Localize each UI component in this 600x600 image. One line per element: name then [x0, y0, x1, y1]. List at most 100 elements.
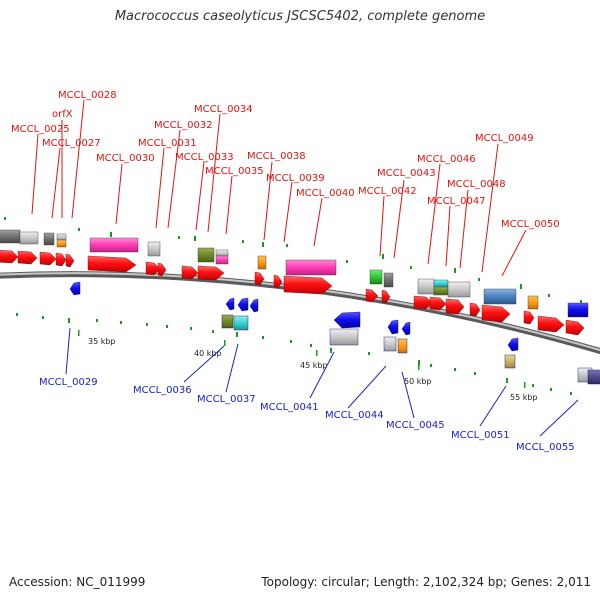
forward-cds-arrow[interactable] — [445, 298, 465, 315]
reverse-cds-arrow[interactable] — [333, 311, 361, 329]
feature-track-outer — [0, 229, 589, 318]
feature-box-green[interactable] — [369, 269, 383, 285]
reverse-cds-arrow[interactable] — [249, 298, 259, 313]
feature-box-gray[interactable] — [56, 233, 67, 241]
gene-label-mccl-0037[interactable]: MCCL_0037 — [197, 394, 256, 405]
feature-box-dark[interactable] — [43, 232, 55, 246]
gene-label-mccl-0034[interactable]: MCCL_0034 — [194, 104, 253, 115]
gene-label-mccl-0048[interactable]: MCCL_0048 — [447, 179, 506, 190]
forward-cds-arrow[interactable] — [145, 261, 161, 276]
ruler-tick-45kbp — [316, 350, 318, 356]
forward-cds-arrow[interactable] — [17, 250, 38, 265]
leader-lines-forward — [31, 99, 527, 277]
feature-box-gray[interactable] — [215, 249, 229, 257]
forward-cds-arrow[interactable] — [197, 265, 225, 281]
forward-cds-arrow[interactable] — [283, 275, 333, 295]
feature-box-magenta[interactable] — [89, 237, 139, 253]
feature-box-steel-blue[interactable] — [483, 288, 517, 305]
forward-cds-arrow[interactable] — [429, 296, 447, 311]
forward-cds-arrow[interactable] — [55, 252, 67, 267]
ruler-ticks: 35 kbp 40 kbp 45 kbp 50 kbp 55 kbp — [78, 330, 538, 402]
gene-label-orfx[interactable]: orfX — [52, 109, 73, 120]
feature-box-orange[interactable] — [257, 255, 267, 270]
gene-label-mccl-0044[interactable]: MCCL_0044 — [325, 410, 384, 421]
gene-label-mccl-0028[interactable]: MCCL_0028 — [58, 90, 117, 101]
gene-label-mccl-0041[interactable]: MCCL_0041 — [260, 402, 319, 413]
feature-box-olive[interactable] — [221, 314, 234, 329]
feature-box-cyan[interactable] — [233, 315, 249, 331]
gene-label-mccl-0045[interactable]: MCCL_0045 — [386, 420, 445, 431]
forward-cds-arrow[interactable] — [469, 302, 481, 317]
reverse-cds-arrow[interactable] — [507, 337, 519, 352]
gene-label-mccl-0050[interactable]: MCCL_0050 — [501, 219, 560, 230]
forward-cds-arrow[interactable] — [157, 262, 167, 277]
forward-cds-track — [0, 250, 585, 336]
gene-label-mccl-0049[interactable]: MCCL_0049 — [475, 133, 534, 144]
feature-box-blue[interactable] — [567, 302, 589, 318]
forward-cds-arrow[interactable] — [413, 295, 433, 310]
gene-label-mccl-0025[interactable]: MCCL_0025 — [11, 124, 70, 135]
feature-box-gray[interactable] — [147, 241, 161, 257]
feature-box-olive[interactable] — [433, 286, 449, 296]
feature-box-gray[interactable] — [447, 281, 471, 298]
ruler-tick-50kbp — [418, 364, 420, 370]
feature-box-gray[interactable] — [329, 328, 359, 346]
forward-cds-arrow[interactable] — [381, 289, 391, 304]
gene-label-mccl-0029[interactable]: MCCL_0029 — [39, 377, 98, 388]
reverse-cds-arrow[interactable] — [225, 297, 235, 311]
forward-cds-arrow[interactable] — [87, 255, 137, 273]
gene-label-mccl-0047[interactable]: MCCL_0047 — [427, 196, 486, 207]
feature-box-purple[interactable] — [587, 369, 600, 385]
ruler-label-50kbp: 50 kbp — [404, 377, 432, 386]
gene-label-mccl-0033[interactable]: MCCL_0033 — [175, 152, 234, 163]
forward-cds-arrow[interactable] — [39, 251, 57, 266]
forward-cds-arrow[interactable] — [565, 319, 585, 336]
feature-box-magenta[interactable] — [285, 259, 337, 276]
forward-cds-arrow[interactable] — [481, 304, 511, 323]
reverse-cds-arrow[interactable] — [237, 297, 249, 312]
feature-box-cyan[interactable] — [433, 279, 449, 288]
forward-cds-arrow[interactable] — [254, 271, 265, 286]
gene-label-mccl-0039[interactable]: MCCL_0039 — [266, 173, 325, 184]
gene-label-mccl-0046[interactable]: MCCL_0046 — [417, 154, 476, 165]
feature-box-olive[interactable] — [197, 247, 215, 263]
ruler-label-45kbp: 45 kbp — [300, 361, 328, 370]
forward-cds-arrow[interactable] — [181, 265, 199, 280]
gene-label-mccl-0031[interactable]: MCCL_0031 — [138, 138, 197, 149]
forward-cds-arrow[interactable] — [0, 250, 19, 264]
accession-text: Accession: NC_011999 — [9, 575, 146, 589]
feature-box-khaki[interactable] — [504, 354, 516, 369]
feature-box-gray[interactable] — [19, 231, 39, 245]
gene-label-mccl-0038[interactable]: MCCL_0038 — [247, 151, 306, 162]
reverse-cds-arrow[interactable] — [401, 321, 411, 336]
feature-box-dark[interactable] — [383, 272, 394, 288]
reverse-cds-arrow[interactable] — [387, 319, 399, 335]
feature-box-gray[interactable] — [417, 278, 435, 295]
ruler-label-55kbp: 55 kbp — [510, 393, 538, 402]
gene-label-mccl-0051[interactable]: MCCL_0051 — [451, 430, 510, 441]
feature-box-orange[interactable] — [527, 295, 539, 310]
feature-box-orange[interactable] — [56, 239, 67, 248]
gene-label-mccl-0027[interactable]: MCCL_0027 — [42, 138, 101, 149]
gene-label-mccl-0043[interactable]: MCCL_0043 — [377, 168, 436, 179]
forward-cds-arrow[interactable] — [65, 253, 75, 268]
gene-label-mccl-0032[interactable]: MCCL_0032 — [154, 120, 213, 131]
reverse-cds-arrow[interactable] — [69, 281, 81, 296]
gene-label-mccl-0055[interactable]: MCCL_0055 — [516, 442, 575, 453]
gene-label-mccl-0035[interactable]: MCCL_0035 — [205, 166, 264, 177]
feature-box-gray[interactable] — [383, 336, 397, 352]
feature-box-magenta[interactable] — [215, 255, 229, 265]
gene-label-mccl-0036[interactable]: MCCL_0036 — [133, 385, 192, 396]
topology-text: Topology: circular; Length: 2,102,324 bp… — [261, 575, 591, 589]
feature-box-dark[interactable] — [0, 229, 21, 244]
gene-label-mccl-0042[interactable]: MCCL_0042 — [358, 186, 417, 197]
feature-box-orange[interactable] — [397, 338, 408, 354]
forward-cds-arrow[interactable] — [273, 274, 283, 289]
forward-cds-arrow[interactable] — [537, 315, 565, 333]
reverse-gene-labels: MCCL_0029 MCCL_0036 MCCL_0037 MCCL_0041 … — [39, 377, 575, 453]
forward-cds-arrow[interactable] — [523, 310, 535, 325]
gene-label-mccl-0040[interactable]: MCCL_0040 — [296, 188, 355, 199]
gene-label-mccl-0030[interactable]: MCCL_0030 — [96, 153, 155, 164]
forward-cds-arrow[interactable] — [365, 288, 379, 303]
